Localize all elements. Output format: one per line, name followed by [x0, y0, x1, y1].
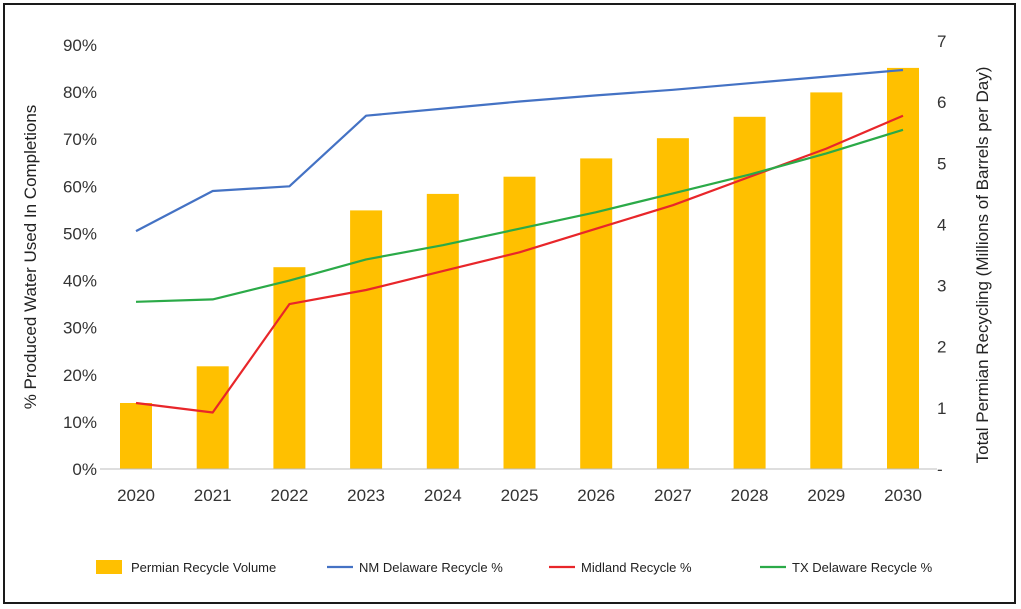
line-series-1 [135, 68, 904, 233]
x-tick-label: 2028 [731, 486, 769, 505]
left-axis-ticks: 0% 10% 20% 30% 40% 50% 60% 70% 80% 90% [63, 36, 97, 479]
right-tick-label: 3 [937, 277, 946, 296]
left-axis-title: % Produced Water Used In Completions [21, 105, 40, 410]
right-tick-label: 6 [937, 93, 946, 112]
left-tick-label: 90% [63, 36, 97, 55]
left-tick-label: 80% [63, 83, 97, 102]
x-axis-ticks: 2020 2021 2022 2023 2024 2025 2026 2027 2028 2029… [117, 486, 922, 505]
x-tick-label: 2027 [654, 486, 692, 505]
right-tick-label: 7 [937, 32, 946, 51]
x-tick-label: 2021 [194, 486, 232, 505]
bar-2020 [120, 403, 152, 469]
right-axis-ticks: - 1 2 3 4 5 6 7 [937, 32, 946, 479]
right-tick-label: 1 [937, 399, 946, 418]
bar-2026 [580, 158, 613, 469]
bar-2028 [733, 116, 766, 470]
line-series-3 [135, 128, 904, 303]
x-tick-label: 2026 [577, 486, 615, 505]
left-tick-label: 60% [63, 177, 97, 196]
x-tick-label: 2030 [884, 486, 922, 505]
x-tick-label: 2020 [117, 486, 155, 505]
left-tick-label: 0% [72, 460, 97, 479]
line-series-group [135, 68, 904, 414]
bar-2022 [273, 267, 306, 469]
right-tick-label: - [937, 460, 943, 479]
x-tick-label: 2025 [501, 486, 539, 505]
right-axis-title: Total Permian Recycling (Millions of Bar… [973, 67, 992, 464]
right-tick-label: 2 [937, 338, 946, 357]
right-tick-label: 4 [937, 215, 946, 234]
x-tick-label: 2023 [347, 486, 385, 505]
legend-label: Permian Recycle Volume [131, 560, 276, 575]
left-tick-label: 40% [63, 272, 97, 291]
legend-label: TX Delaware Recycle % [792, 560, 933, 575]
combo-chart: 0% 10% 20% 30% 40% 50% 60% 70% 80% 90% - 1 2 3 4 5 6 7 2… [21, 32, 992, 575]
bar-2030 [887, 67, 919, 470]
right-tick-label: 5 [937, 154, 946, 173]
x-tick-label: 2022 [270, 486, 308, 505]
left-tick-label: 20% [63, 366, 97, 385]
chart-frame: 0% 10% 20% 30% 40% 50% 60% 70% 80% 90% - 1 2 3 4 5 6 7 2… [3, 3, 1016, 604]
bar-series [120, 67, 919, 470]
left-tick-label: 30% [63, 319, 97, 338]
bar-2029 [810, 92, 843, 470]
x-tick-label: 2029 [807, 486, 845, 505]
bar-2023 [350, 210, 383, 469]
legend-label: NM Delaware Recycle % [359, 560, 503, 575]
legend-swatch-bar [96, 560, 122, 574]
left-tick-label: 50% [63, 224, 97, 243]
bar-2027 [656, 138, 689, 469]
bar-2021 [196, 366, 229, 469]
bar-2024 [426, 193, 459, 469]
bar-2025 [503, 176, 536, 469]
legend-label: Midland Recycle % [581, 560, 692, 575]
left-tick-label: 70% [63, 130, 97, 149]
chart-legend: Permian Recycle Volume NM Delaware Recycl… [96, 560, 933, 575]
x-tick-label: 2024 [424, 486, 462, 505]
left-tick-label: 10% [63, 413, 97, 432]
